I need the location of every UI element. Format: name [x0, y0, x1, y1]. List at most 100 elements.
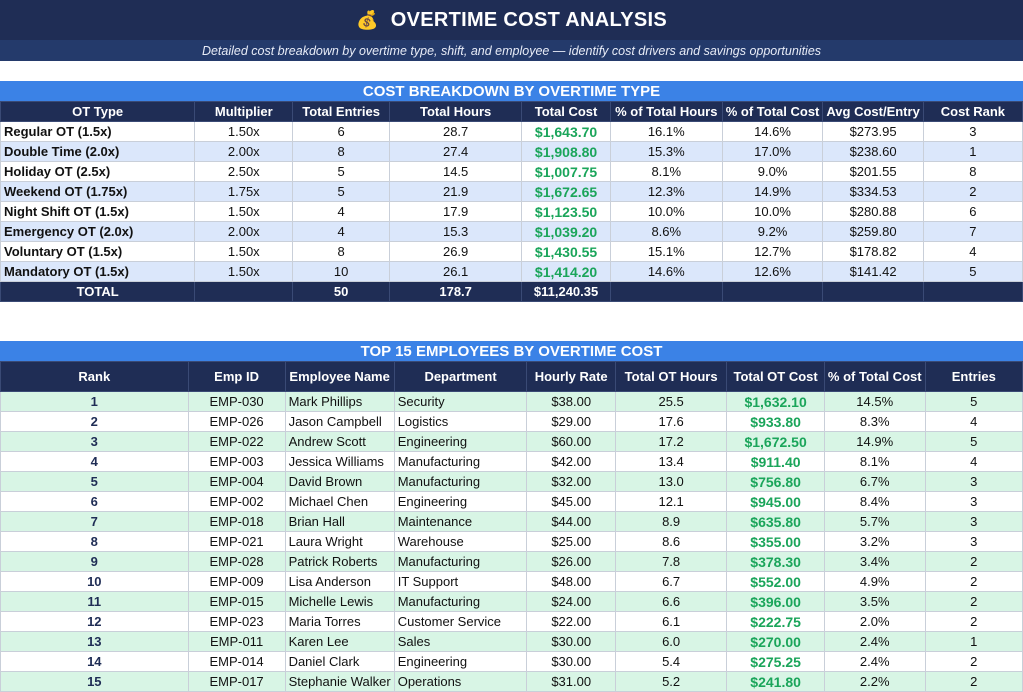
table-cell: 26.1	[388, 261, 523, 282]
total-cell	[194, 281, 294, 302]
ot-type-table-header: OT Type Multiplier Total Entries Total Hour…	[0, 101, 1023, 122]
table-cell: 2.4%	[823, 631, 926, 652]
table-row: Voluntary OT (1.5x) 1.50x 8 26.9 $1,430.55 15…	[0, 241, 1023, 262]
ot-cost-cell: $222.75	[726, 611, 825, 632]
total-row: TOTAL 50 178.7 $11,240.35	[0, 281, 1023, 302]
table-cell: 3	[924, 491, 1023, 512]
total-cell	[922, 281, 1023, 302]
table-cell: $31.00	[526, 671, 616, 692]
table-cell: 15.1%	[609, 241, 723, 262]
table-cell: 5	[922, 261, 1023, 282]
table-row: Holiday OT (2.5x) 2.50x 5 14.5 $1,007.75 8.1%…	[0, 161, 1023, 182]
column-header: % of Total Cost	[721, 101, 824, 122]
column-header: Total Entries	[292, 101, 390, 122]
table-cell: 2	[924, 571, 1023, 592]
table-cell: 3.4%	[823, 551, 926, 572]
table-cell: 12.3%	[609, 181, 723, 202]
table-cell: 2.4%	[823, 651, 926, 672]
ot-cost-cell: $911.40	[726, 451, 825, 472]
employee-name-cell: Michael Chen	[284, 491, 395, 512]
table-row: 10 EMP-009 Lisa Anderson IT Support $48.00 6.…	[0, 571, 1023, 592]
table-cell: 8.1%	[609, 161, 723, 182]
department-cell: Logistics	[393, 411, 528, 432]
table-cell: 6.1	[614, 611, 728, 632]
table-row: 14 EMP-014 Daniel Clark Engineering $30.00 5.…	[0, 651, 1023, 672]
ot-cost-cell: $756.80	[726, 471, 825, 492]
table-cell: 4	[292, 201, 390, 222]
department-cell: Manufacturing	[393, 451, 528, 472]
ot-cost-cell: $355.00	[726, 531, 825, 552]
report-title-bar: 💰 OVERTIME COST ANALYSIS	[0, 0, 1023, 40]
ot-cost-cell: $552.00	[726, 571, 825, 592]
table-cell: 1.50x	[194, 121, 294, 142]
table-cell: EMP-002	[187, 491, 286, 512]
table-cell: 6.7%	[823, 471, 926, 492]
table-cell: EMP-030	[187, 391, 286, 412]
table-row: Regular OT (1.5x) 1.50x 6 28.7 $1,643.70 16.1…	[0, 121, 1023, 142]
table-cell: Holiday OT (2.5x)	[0, 161, 196, 182]
table-cell: EMP-015	[187, 591, 286, 612]
table-cell: 5	[924, 391, 1023, 412]
total-cost-cell: $1,643.70	[521, 121, 611, 142]
table-cell: 14.9%	[721, 181, 824, 202]
table-row: Night Shift OT (1.5x) 1.50x 4 17.9 $1,123.50…	[0, 201, 1023, 222]
table-row: Double Time (2.0x) 2.00x 8 27.4 $1,908.80 15.…	[0, 141, 1023, 162]
table-cell: 2.50x	[194, 161, 294, 182]
employee-name-cell: David Brown	[284, 471, 395, 492]
table-cell: 2	[922, 181, 1023, 202]
table-cell: Mandatory OT (1.5x)	[0, 261, 196, 282]
table-cell: 5.7%	[823, 511, 926, 532]
ot-cost-cell: $396.00	[726, 591, 825, 612]
table-cell: 3.2%	[823, 531, 926, 552]
department-cell: Manufacturing	[393, 551, 528, 572]
department-cell: Customer Service	[393, 611, 528, 632]
ot-cost-cell: $1,632.10	[726, 391, 825, 412]
total-cell: TOTAL	[0, 281, 196, 302]
table-cell: 2	[924, 671, 1023, 692]
department-cell: Maintenance	[393, 511, 528, 532]
table-row: 5 EMP-004 David Brown Manufacturing $32.00 13…	[0, 471, 1023, 492]
rank-cell: 7	[0, 511, 189, 532]
total-cost-cell: $1,672.65	[521, 181, 611, 202]
table-cell: $24.00	[526, 591, 616, 612]
table-cell: 5.4	[614, 651, 728, 672]
department-cell: Engineering	[393, 651, 528, 672]
table-cell: 4	[292, 221, 390, 242]
column-header: % of Total Hours	[609, 101, 723, 122]
table-cell: 8	[922, 161, 1023, 182]
table-cell: 10.0%	[609, 201, 723, 222]
employee-name-cell: Maria Torres	[284, 611, 395, 632]
table-cell: EMP-026	[187, 411, 286, 432]
rank-cell: 14	[0, 651, 189, 672]
table-cell: 1.75x	[194, 181, 294, 202]
table-cell: 8	[292, 241, 390, 262]
department-cell: Security	[393, 391, 528, 412]
rank-cell: 3	[0, 431, 189, 452]
table-cell: Regular OT (1.5x)	[0, 121, 196, 142]
table-cell: 27.4	[388, 141, 523, 162]
department-cell: Manufacturing	[393, 471, 528, 492]
table-cell: $45.00	[526, 491, 616, 512]
table-cell: EMP-003	[187, 451, 286, 472]
total-cell: 178.7	[388, 281, 523, 302]
table-cell: 13.4	[614, 451, 728, 472]
column-header: Total Cost	[521, 101, 611, 122]
table-cell: 1	[922, 141, 1023, 162]
rank-cell: 10	[0, 571, 189, 592]
ot-cost-cell: $275.25	[726, 651, 825, 672]
section-header-top-employees: TOP 15 EMPLOYEES BY OVERTIME COST	[0, 341, 1023, 361]
column-header: Total Hours	[388, 101, 523, 122]
table-cell: 8.9	[614, 511, 728, 532]
rank-cell: 2	[0, 411, 189, 432]
department-cell: Operations	[393, 671, 528, 692]
table-row: 12 EMP-023 Maria Torres Customer Service $22…	[0, 611, 1023, 632]
table-row: 13 EMP-011 Karen Lee Sales $30.00 6.0 $270.00 2…	[0, 631, 1023, 652]
total-cell: 50	[292, 281, 390, 302]
table-cell: 15.3	[388, 221, 523, 242]
report-subtitle: Detailed cost breakdown by overtime type…	[0, 40, 1023, 61]
table-row: Mandatory OT (1.5x) 1.50x 10 26.1 $1,414.20 1…	[0, 261, 1023, 282]
column-header: Multiplier	[194, 101, 294, 122]
table-cell: 9.2%	[721, 221, 824, 242]
table-cell: $32.00	[526, 471, 616, 492]
column-header: OT Type	[0, 101, 196, 122]
